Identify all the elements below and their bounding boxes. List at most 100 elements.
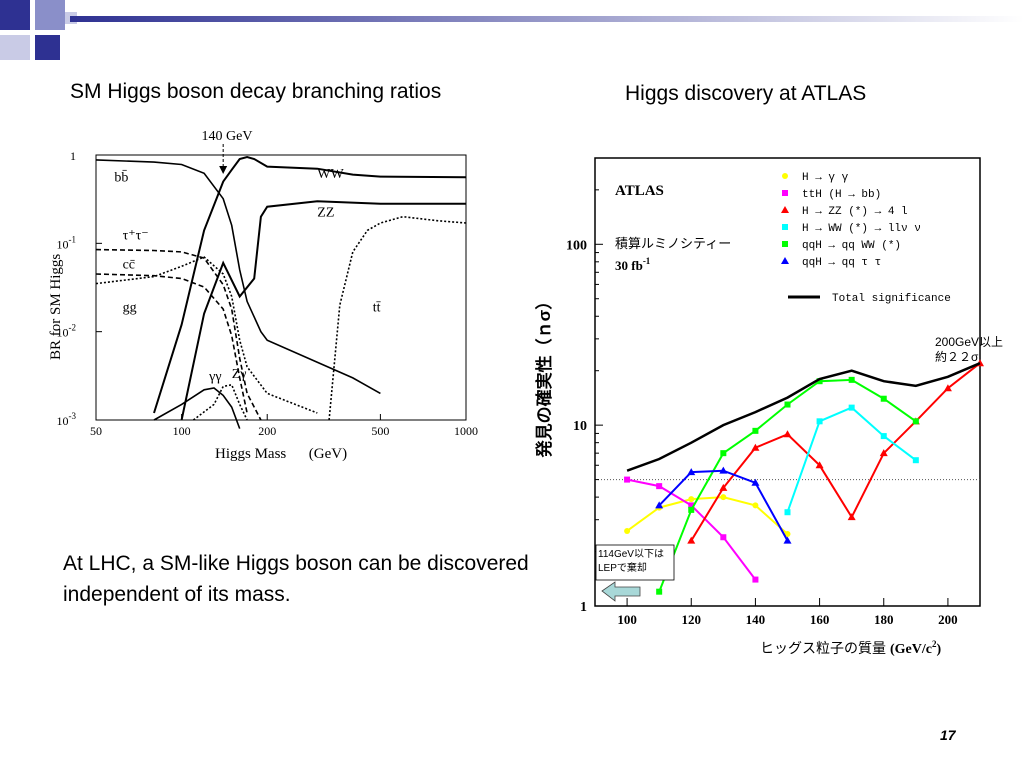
series-tt-line <box>328 215 467 421</box>
series-h-ww-point <box>816 418 823 425</box>
series-h-zz-point <box>815 461 824 469</box>
series-label: τ⁺τ⁻ <box>123 229 149 244</box>
annotation-200gev: 200GeV以上約２２σ <box>935 335 1003 364</box>
series-h-zz-point <box>847 513 856 521</box>
series-tth-h-bb-point <box>624 476 631 483</box>
series-qqh-qq-point <box>719 466 728 474</box>
series-gg-line <box>95 256 318 414</box>
x-tick-label: 180 <box>874 612 894 627</box>
luminosity-label: 積算ルミノシティー <box>615 236 731 251</box>
lep-exclusion-label: 114GeV以下は LEPで棄却 <box>598 548 664 574</box>
series-qqh-qq-ww-point <box>720 450 727 457</box>
series-qqh-qq-line <box>658 469 789 542</box>
x-tick-label: 200 <box>938 612 958 627</box>
series-h-ww-point <box>848 404 855 411</box>
plot-frame <box>95 154 467 421</box>
y-axis-label: 発見の確実性（ｎσ） <box>534 293 554 459</box>
plot-frame <box>594 157 981 607</box>
series-label: tt̄ <box>373 300 382 315</box>
atlas-significance-chart: 100 120 140 160 180 200 1 10 100 ATLAS 積算ルミノシティー… <box>534 157 1003 657</box>
series-tth-h-bb-point <box>720 534 727 541</box>
series-h-zz-point <box>943 384 952 392</box>
series-label: cc̄ <box>123 257 136 272</box>
x-axis-label: Higgs Mass (GeV) <box>215 446 347 462</box>
series-h-zz-point <box>879 449 888 457</box>
series-label: Zγ <box>232 367 247 382</box>
series-qqh-qq-point <box>783 536 792 544</box>
legend-tth-h-bb-label: ttH (H → bb) <box>802 189 881 201</box>
series-h-zz-point <box>719 483 728 491</box>
x-tick-label: 50 <box>90 424 102 438</box>
x-axis-label: ヒッグス粒子の質量 (GeV/c2) <box>760 639 941 657</box>
x-tick-label: 200 <box>258 424 276 438</box>
left-chart-title: SM Higgs boson decay branching ratios <box>70 80 442 103</box>
legend-h-zz-marker <box>781 206 789 213</box>
series-qqh-qq-ww-point <box>656 588 663 595</box>
series-qqh-qq-ww-point <box>816 378 823 385</box>
y-axis-label: BR for SM Higgs <box>48 254 64 360</box>
legend-h-zz-label: H → ZZ (*) → 4 l <box>802 206 908 218</box>
x-tick-label: 100 <box>173 424 191 438</box>
series-qqh-qq-ww-point <box>784 401 791 408</box>
y-tick-label: 10 <box>573 419 587 434</box>
series-cc-line <box>95 273 248 414</box>
series-series-line <box>95 248 262 421</box>
series-h-ww-point <box>880 433 887 440</box>
series-label: gg <box>123 300 137 315</box>
y-tick-label: 1 <box>70 149 76 163</box>
series-bb-line <box>95 159 381 395</box>
legend-qqh-qq-marker <box>781 257 789 264</box>
y-tick-label: 10-1 <box>57 234 77 251</box>
page-number: 17 <box>940 727 956 743</box>
legend-h-ww-label: H → WW (*) → llν ν <box>802 223 921 235</box>
series-tth-h-bb-point <box>752 576 759 583</box>
series-h-point <box>720 494 727 501</box>
series-label: γγ <box>208 370 221 385</box>
series-zz-line <box>180 200 466 421</box>
series-qqh-qq-point <box>655 501 664 509</box>
series-h-ww-point <box>784 509 791 516</box>
series-qqh-qq-point <box>687 468 696 476</box>
x-tick-label: 160 <box>810 612 830 627</box>
legend-h-ww-marker <box>782 224 788 230</box>
x-tick-label: 100 <box>617 612 637 627</box>
corner-decoration <box>0 0 90 60</box>
series-total-significance-line <box>626 362 981 472</box>
legend-tth-h-bb-marker <box>782 190 788 196</box>
series-h-point <box>752 502 759 509</box>
series-h-zz-point <box>687 536 696 544</box>
slide-body-text: At LHC, a SM-like Higgs boson can be dis… <box>63 552 529 606</box>
series-qqh-qq-point <box>751 478 760 486</box>
series-h-zz-line <box>690 362 981 542</box>
lep-exclusion-box <box>595 544 675 581</box>
luminosity-value: 30 fb-1 <box>615 256 651 273</box>
series-qqh-qq-ww-point <box>688 506 695 513</box>
deco-square <box>0 0 30 30</box>
right-chart-title: Higgs discovery at ATLAS <box>625 82 867 105</box>
series-qqh-qq-ww-point <box>912 418 919 425</box>
series-tth-h-bb-point <box>688 502 695 509</box>
annotation-arrowhead <box>219 166 228 174</box>
series-series-line <box>153 387 241 429</box>
annotation-140gev: 140 GeV <box>202 129 253 144</box>
y-tick-label: 100 <box>566 238 587 253</box>
deco-square <box>35 0 65 30</box>
y-tick-label: 1 <box>580 600 587 615</box>
series-z-line <box>192 383 248 421</box>
series-label: ZZ <box>317 206 334 221</box>
x-tick-label: 1000 <box>454 424 478 438</box>
series-label: bb̄ <box>114 169 128 185</box>
legend-qqh-qq-ww-marker <box>782 241 788 247</box>
series-qqh-qq-ww-point <box>848 376 855 383</box>
series-h-ww-line <box>786 406 917 513</box>
series-h-ww-point <box>912 457 919 464</box>
series-qqh-qq-ww-point <box>880 395 887 402</box>
series-h-point <box>624 527 631 534</box>
series-h-point <box>784 531 791 538</box>
legend-h-label: H → γ γ <box>802 172 849 184</box>
series-qqh-qq-ww-point <box>752 427 759 434</box>
legend-h-marker <box>782 173 788 179</box>
x-tick-label: 140 <box>746 612 766 627</box>
series-tth-h-bb-point <box>656 483 663 490</box>
series-h-zz-point <box>751 443 760 451</box>
